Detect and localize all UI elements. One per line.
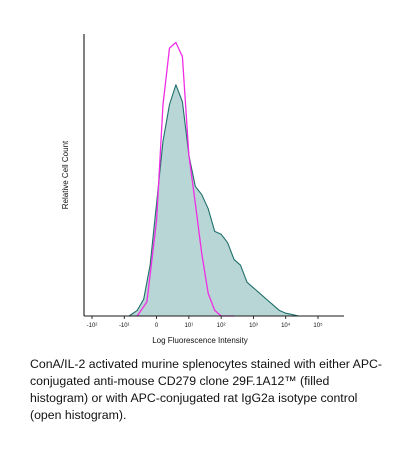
series-layer bbox=[128, 41, 306, 317]
x-tick-label: 10⁵ bbox=[313, 322, 323, 329]
y-axis-title: Relative Cell Count bbox=[61, 140, 70, 209]
x-tick-label: 10⁴ bbox=[281, 322, 291, 329]
x-tick-label: 10³ bbox=[249, 323, 258, 329]
open-histogram-series bbox=[136, 41, 235, 317]
x-tick-label: -10¹ bbox=[119, 323, 130, 329]
x-axis-title: Log Fluorescence Intensity bbox=[152, 336, 248, 345]
filled-histogram-series bbox=[128, 84, 306, 317]
figure-caption: ConA/IL-2 activated murine splenocytes s… bbox=[30, 357, 383, 422]
x-tick-label: 10² bbox=[217, 323, 226, 329]
x-tick-label: 0 bbox=[155, 323, 159, 329]
histogram-chart: -10² -10¹ 0 10¹ 10² 10³ 10⁴ 10⁵ Log Fluorescenc… bbox=[61, 34, 344, 345]
x-tick-layer: -10² -10¹ 0 10¹ 10² 10³ 10⁴ 10⁵ bbox=[87, 316, 323, 329]
x-tick-label: -10² bbox=[87, 323, 98, 329]
x-tick-label: 10¹ bbox=[185, 323, 194, 329]
